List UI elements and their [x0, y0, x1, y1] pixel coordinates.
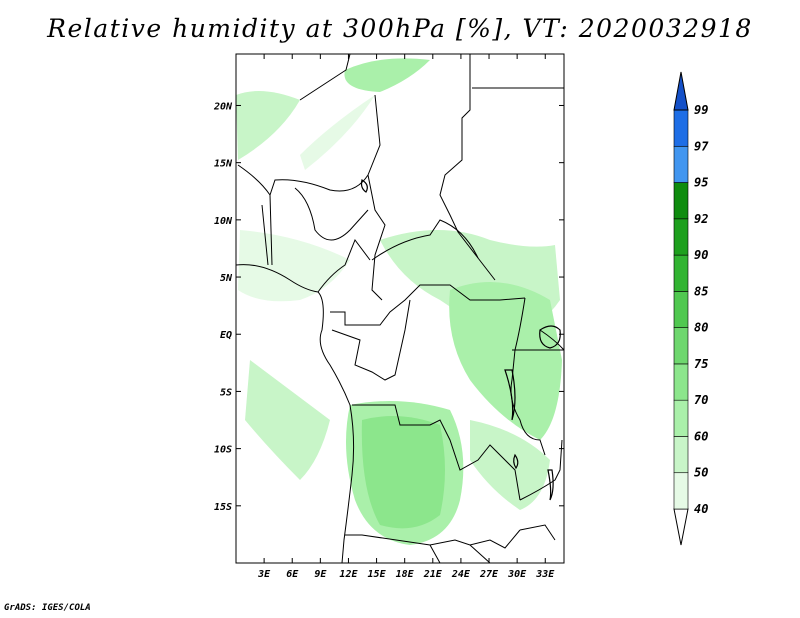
country-borders: [236, 54, 564, 563]
colorbar-level-label: 95: [694, 176, 708, 190]
lat-tick-label: 5N: [220, 273, 233, 284]
humidity-area-lakes: [449, 282, 562, 440]
border-libya-egypt: [439, 54, 496, 281]
colorbar-level-label: 90: [694, 248, 708, 262]
lon-tick-label: 27E: [479, 569, 499, 580]
colorbar-level-label: 70: [694, 393, 708, 407]
lake-mweru: [513, 453, 519, 470]
colorbar-segment: [673, 472, 689, 510]
border-zambia-east: [519, 439, 563, 501]
colorbar-lower-triangle: [673, 508, 689, 546]
map-frame: [235, 53, 565, 564]
lat-tick-label: EQ: [220, 330, 232, 341]
lon-tick-label: 3E: [257, 569, 271, 580]
colorbar-level-label: 97: [694, 139, 709, 153]
colorbar-segment: [673, 436, 689, 474]
lon-tick-label: 33E: [535, 569, 555, 580]
lat-ticks: 20N 15N 10N 5N EQ 5S 10S 15S: [213, 101, 564, 513]
humidity-area-sahel-north: [236, 91, 300, 160]
border-nigeria: [261, 187, 369, 266]
border-south: [429, 524, 556, 563]
border-tanzania: [512, 329, 564, 351]
lake-chad: [360, 179, 368, 193]
humidity-area-angola-inner: [361, 416, 445, 529]
colorbar-segment: [673, 145, 689, 183]
lon-tick-label: 30E: [507, 569, 527, 580]
lat-tick-label: 15N: [214, 159, 233, 170]
border-drc-south: [352, 404, 521, 501]
lon-tick-label: 6E: [286, 569, 299, 580]
humidity-area-congo: [245, 360, 330, 480]
colorbar-segment: [673, 363, 689, 401]
lake-victoria: [539, 325, 561, 349]
colorbar-segment: [673, 218, 689, 256]
colorbar-level-label: 60: [694, 429, 708, 443]
colorbar-level-label: 85: [694, 284, 708, 298]
lon-tick-label: 21E: [423, 569, 443, 580]
lat-tick-label: 5S: [220, 387, 232, 398]
map-title: Relative humidity at 300hPa [%], VT: 202…: [47, 14, 753, 43]
lakes: [360, 179, 561, 501]
border-chad-car: [371, 219, 479, 261]
colorbar-segment: [673, 399, 689, 437]
colorbar-level-label: 75: [694, 357, 708, 371]
colorbar-level-label: 80: [694, 321, 708, 335]
lon-tick-label: 12E: [339, 569, 358, 580]
lat-tick-label: 10N: [214, 216, 233, 227]
colorbar-level-label: 92: [694, 212, 708, 226]
coastline-west: [236, 264, 355, 563]
humidity-area-sahara: [344, 58, 430, 92]
colorbar-level-label: 50: [694, 466, 708, 480]
border-cameroon: [317, 238, 371, 293]
colorbar-segment: [673, 254, 689, 292]
lat-tick-label: 15S: [214, 502, 232, 513]
colorbar-segment: [673, 291, 689, 328]
lake-malawi: [547, 469, 554, 501]
border-niger-chad: [367, 94, 386, 301]
lon-tick-label: 24E: [451, 569, 471, 580]
colorbar-segment: [673, 327, 689, 365]
colorbar-segment: [673, 109, 689, 147]
lake-tanganyika: [504, 369, 516, 421]
colorbar-level-label: 99: [694, 103, 708, 117]
lat-tick-label: 20N: [213, 101, 233, 112]
lon-tick-label: 15E: [368, 569, 387, 580]
border-angola-south: [345, 529, 521, 549]
credit-label: GrADS: IGES/COLA: [4, 603, 91, 613]
colorbar: 40 50 60 70 75 80 85 90 92 95 97 99: [673, 71, 709, 546]
lon-ticks: 3E 6E 9E 12E 15E 18E 21E 24E 27E 30E 33E: [257, 54, 555, 580]
humidity-area-nile: [300, 95, 375, 170]
border-gabon: [331, 299, 411, 381]
border-congo: [330, 284, 526, 326]
colorbar-upper-triangle: [673, 71, 689, 111]
lon-tick-label: 9E: [314, 569, 327, 580]
lat-tick-label: 10S: [214, 445, 232, 456]
lon-tick-label: 18E: [396, 569, 415, 580]
border-sahara: [299, 54, 351, 101]
border-west-africa: [237, 164, 369, 197]
colorbar-level-label: 40: [694, 502, 708, 516]
colorbar-segment: [673, 182, 689, 220]
map-panel: 20N 15N 10N 5N EQ 5S 10S 15S 3E 6E 9E 12E 15E 18E 21E…: [213, 53, 565, 580]
